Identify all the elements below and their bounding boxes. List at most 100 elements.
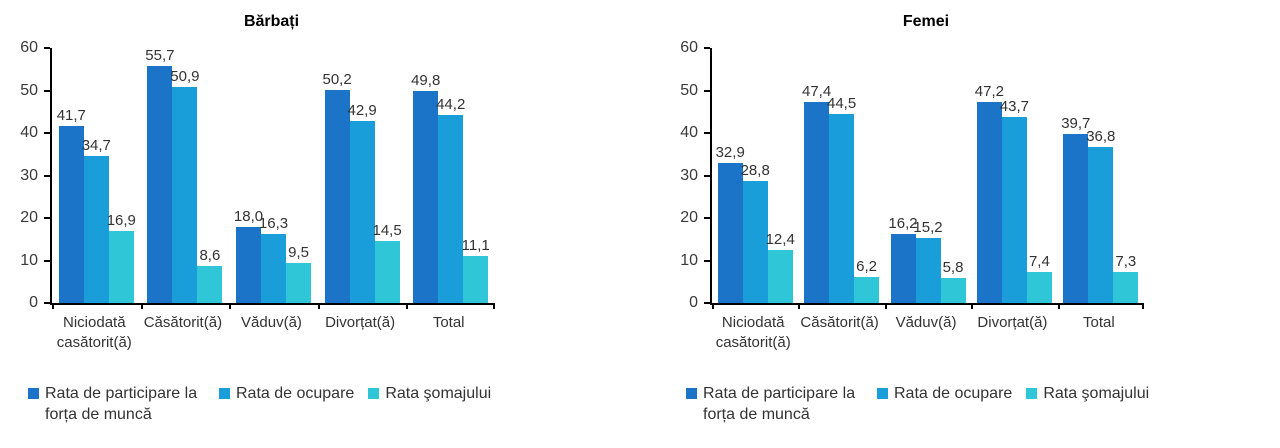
legend-swatch [877, 388, 888, 399]
x-axis-labels: Niciodată casătorit(ă) Căsătorit(ă) Văduv(… [710, 313, 1142, 352]
y-tick-label: 60 [20, 39, 38, 56]
y-tick-label: 50 [680, 81, 698, 99]
legend-item: Rata şomajului [368, 384, 491, 405]
bar-1-cat-1 [58, 125, 84, 303]
x-tick [493, 303, 495, 309]
y-tick-label: 10 [20, 251, 38, 269]
bar-value-label: 7,4 [1028, 252, 1050, 270]
bar-3-cat-4 [1026, 271, 1052, 303]
bar-value-label: 16,3 [258, 214, 289, 232]
legend-label: Rata de ocupare [236, 385, 355, 402]
y-tick [44, 302, 50, 304]
legend-item: Rata de ocupare [219, 384, 354, 405]
y-tick-label: 10 [680, 251, 698, 269]
y-tick-label: 0 [29, 294, 38, 311]
plot-area: 0 10 20 30 40 50 60 32,9 47,4 16,2 47,2 39,7 28,8 44,… [680, 39, 1144, 311]
legend-item: Rata de participare la forța de muncă [686, 384, 863, 426]
bar-2-cat-2 [172, 86, 198, 303]
x-tick [971, 303, 974, 309]
x-category-label: Niciodată casătorit(ă) [56, 314, 132, 351]
bar-1-cat-2 [804, 101, 830, 303]
bar-value-label: 43,7 [999, 98, 1029, 116]
bar-3-cat-5 [463, 255, 489, 303]
legend-label: Rata de ocupare [894, 385, 1013, 402]
bar-2-cat-5 [1088, 146, 1114, 303]
bar-1-cat-2 [147, 66, 173, 303]
bar-value-label: 16,2 [888, 215, 918, 233]
bar-1-cat-4 [324, 89, 350, 303]
bar-value-label: 8,6 [199, 247, 221, 265]
y-tick [704, 47, 710, 49]
y-tick [704, 302, 710, 304]
bar-value-label: 5,8 [942, 259, 964, 277]
bar-value-label: 39,7 [1061, 115, 1091, 133]
bar-1-cat-1 [717, 163, 743, 303]
x-category-label: Văduv(ă) [895, 314, 957, 331]
bar-2-cat-3 [915, 238, 941, 303]
bar-value-label: 12,4 [765, 231, 795, 249]
x-axis-labels: Niciodată casătorit(ă) Căsătorit(ă) Văduv(… [50, 313, 493, 352]
y-tick [704, 259, 710, 262]
bar-value-label: 47,2 [974, 83, 1004, 101]
bar-2-cat-3 [261, 233, 286, 303]
legend-swatch [28, 388, 39, 399]
bar-value-label: 7,3 [1115, 252, 1137, 270]
x-category-label: Căsătorit(ă) [800, 314, 879, 331]
y-tick [44, 89, 50, 92]
x-category-label: Căsătorit(ă) [143, 314, 223, 331]
bar-value-label: 49,8 [411, 72, 441, 90]
y-tick-label: 20 [20, 209, 38, 226]
bar-value-label: 36,8 [1086, 127, 1116, 145]
chart-title: Bărbați [243, 13, 300, 30]
chart-panel-barbati: Bărbați 0 10 20 30 40 50 60 41,7 55,7 18,0 50,2 49,… [20, 13, 495, 423]
y-tick [44, 174, 50, 177]
bar-3-cat-2 [854, 276, 880, 303]
bar-value-label: 50,2 [322, 70, 352, 88]
y-tick [704, 217, 710, 219]
bar-value-label: 50,9 [170, 67, 200, 85]
legend-swatch [1026, 388, 1038, 399]
legend-swatch [368, 388, 380, 399]
x-tick [229, 303, 232, 309]
bar-value-label: 9,5 [288, 243, 309, 261]
chart-title: Femei [902, 13, 950, 30]
x-tick [317, 303, 320, 309]
bar-2-cat-4 [1001, 117, 1027, 303]
legend: Rata de participare la forța de muncă Rat… [686, 384, 1163, 426]
bar-2-cat-2 [829, 113, 855, 303]
bar-1-cat-5 [413, 91, 439, 303]
bar-3-cat-2 [197, 266, 223, 303]
y-tick-label: 50 [20, 81, 38, 99]
y-tick-label: 60 [680, 39, 698, 56]
bar-value-label: 18,0 [233, 207, 264, 225]
y-tick-label: 30 [20, 166, 38, 184]
bar-1-cat-4 [976, 102, 1002, 303]
bar-value-label: 41,7 [56, 106, 86, 124]
y-tick-label: 30 [680, 166, 698, 184]
y-tick-label: 40 [20, 124, 38, 141]
bar-1-cat-3 [890, 234, 916, 303]
bar-value-label: 16,9 [106, 212, 136, 230]
bar-value-label: 6,2 [856, 257, 878, 275]
bar-3-cat-3 [940, 278, 966, 303]
bar-value-label: 47,4 [801, 82, 832, 100]
y-tick [44, 47, 50, 49]
x-category-label: Total [1082, 314, 1115, 331]
bar-2-cat-4 [349, 120, 375, 303]
legend-item: Rata de ocupare [877, 384, 1012, 405]
bar-value-label: 34,7 [81, 136, 111, 154]
bar-3-cat-5 [1113, 271, 1139, 303]
bar-value-label: 55,7 [145, 47, 175, 65]
x-tick [1057, 303, 1060, 309]
legend-label: Rata de participare la forța de muncă [45, 385, 198, 423]
x-tick [406, 303, 409, 309]
x-tick [798, 303, 801, 309]
bar-value-label: 11,1 [461, 236, 490, 254]
bar-value-label: 15,2 [913, 219, 943, 237]
x-tick [712, 303, 714, 309]
bar-value-label: 28,8 [740, 161, 770, 179]
legend-label: Rata şomajului [1043, 385, 1150, 402]
x-category-label: Total [432, 314, 465, 331]
bar-2-cat-1 [742, 180, 768, 303]
